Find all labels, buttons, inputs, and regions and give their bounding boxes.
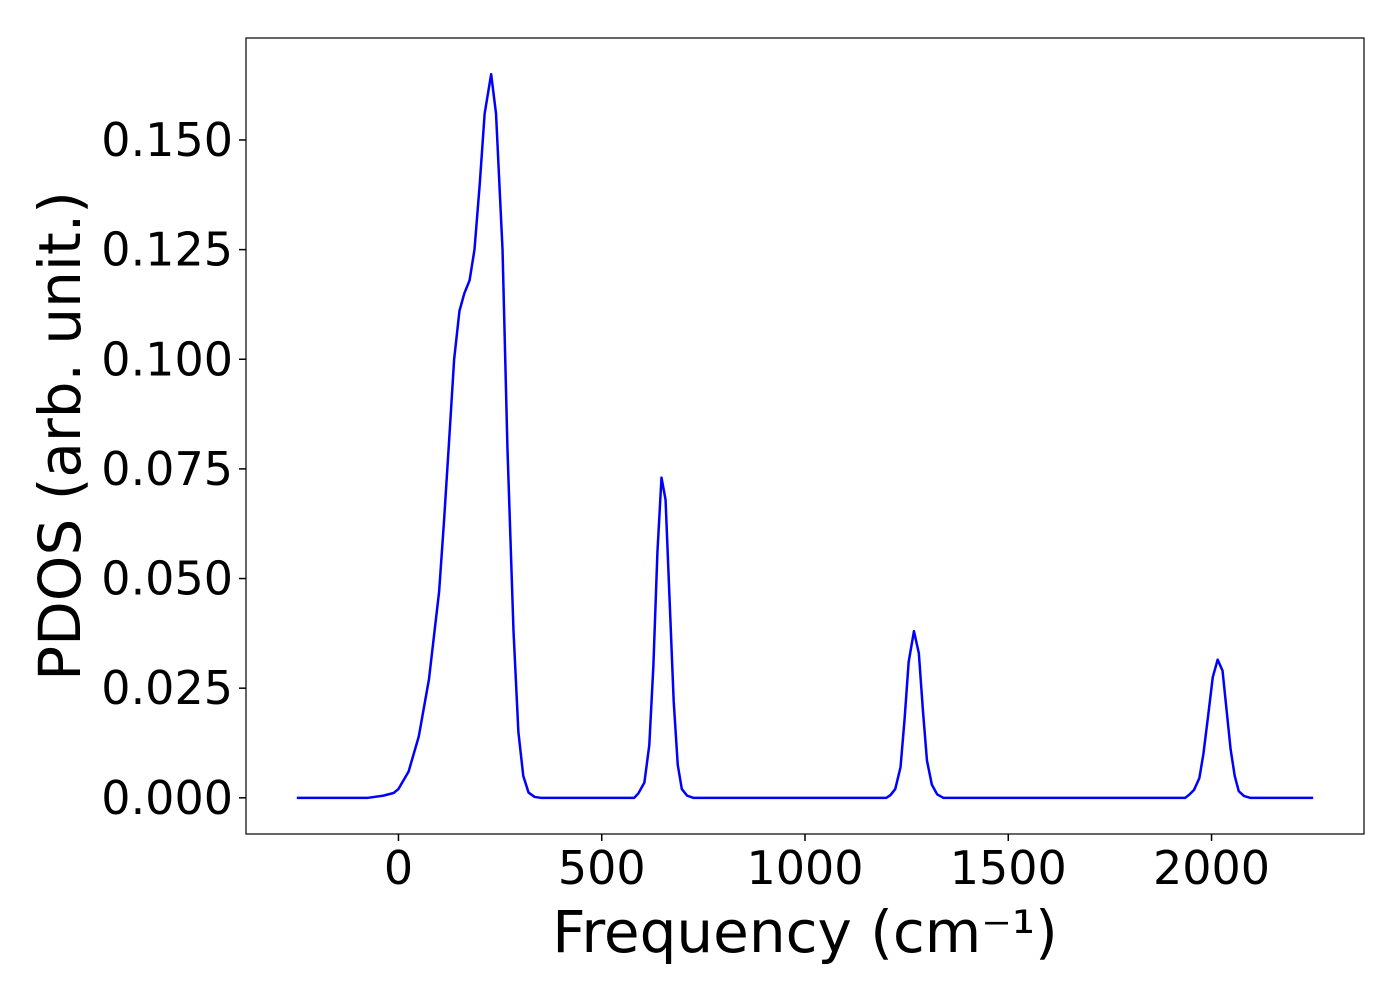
plot-frame	[245, 37, 1365, 835]
y-tick-label: 0.000	[101, 771, 233, 825]
y-tick-label: 0.125	[101, 223, 233, 277]
x-tick-label: 500	[558, 841, 646, 895]
y-tick-label: 0.075	[101, 442, 233, 496]
y-tick-label: 0.100	[101, 332, 233, 386]
x-tick-label: 1000	[746, 841, 863, 895]
line	[296, 72, 1314, 800]
y-tick-label: 0.025	[101, 661, 233, 715]
y-tick-label: 0.150	[101, 113, 233, 167]
y-tick-label: 0.050	[101, 552, 233, 606]
x-tick-label: 1500	[950, 841, 1067, 895]
y-axis-label: PDOS (arb. unit.)	[26, 191, 94, 681]
x-tick-label: 0	[384, 841, 413, 895]
x-tick-label: 2000	[1153, 841, 1270, 895]
x-axis-label: Frequency (cm⁻¹)	[552, 898, 1058, 966]
